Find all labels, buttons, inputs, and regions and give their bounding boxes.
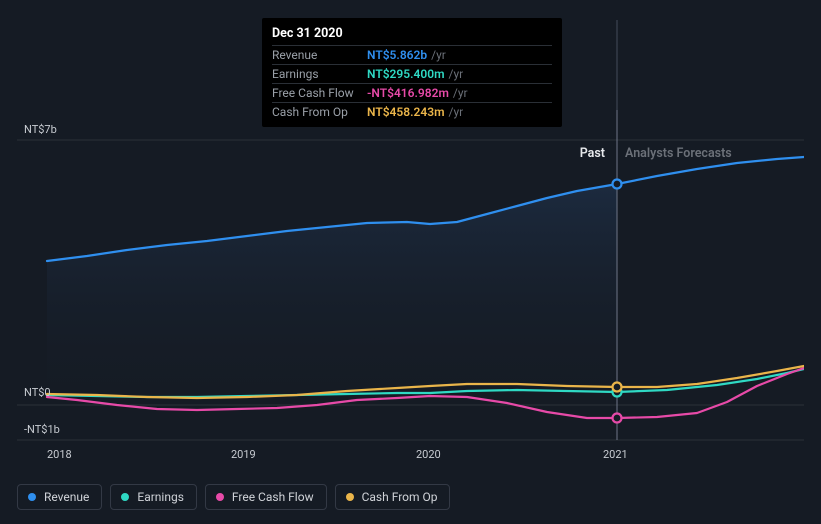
legend-label: Revenue <box>44 490 89 504</box>
legend-label: Free Cash Flow <box>232 490 314 504</box>
x-axis-label: 2018 <box>47 448 72 461</box>
legend-label: Cash From Op <box>362 490 438 504</box>
tooltip-metric-value: NT$458.243m <box>367 104 445 120</box>
tooltip-metric-label: Free Cash Flow <box>272 85 367 101</box>
legend-dot-icon <box>28 493 36 501</box>
forecast-section-label: Analysts Forecasts <box>625 146 732 161</box>
legend-label: Earnings <box>137 490 184 504</box>
tooltip-unit: /yr <box>449 104 464 120</box>
x-axis-label: 2020 <box>416 448 441 461</box>
tooltip-metric-label: Revenue <box>272 47 367 63</box>
tooltip-unit: /yr <box>449 66 464 82</box>
x-axis-label: 2019 <box>231 448 256 461</box>
tooltip-row: Free Cash Flow-NT$416.982m/yr <box>272 83 552 102</box>
y-axis-label: -NT$1b <box>24 423 60 436</box>
past-section-label: Past <box>580 146 605 161</box>
tooltip-row: Cash From OpNT$458.243m/yr <box>272 102 552 121</box>
tooltip-unit: /yr <box>453 85 468 101</box>
legend-item[interactable]: Cash From Op <box>335 484 451 510</box>
chart-tooltip: Dec 31 2020 RevenueNT$5.862b/yrEarningsN… <box>262 18 562 127</box>
legend-item[interactable]: Earnings <box>110 484 197 510</box>
tooltip-metric-label: Earnings <box>272 66 367 82</box>
x-axis-label: 2021 <box>603 448 628 461</box>
legend-dot-icon <box>346 493 354 501</box>
legend-item[interactable]: Free Cash Flow <box>205 484 327 510</box>
y-axis-label: NT$7b <box>24 123 57 136</box>
tooltip-row: EarningsNT$295.400m/yr <box>272 64 552 83</box>
tooltip-metric-value: NT$5.862b <box>367 47 427 63</box>
chart-legend: Revenue Earnings Free Cash Flow Cash From O… <box>17 484 450 510</box>
tooltip-metric-value: -NT$416.982m <box>367 85 449 101</box>
legend-item[interactable]: Revenue <box>17 484 102 510</box>
legend-dot-icon <box>121 493 129 501</box>
tooltip-metric-value: NT$295.400m <box>367 66 445 82</box>
tooltip-row: RevenueNT$5.862b/yr <box>272 45 552 64</box>
legend-dot-icon <box>216 493 224 501</box>
tooltip-unit: /yr <box>431 47 446 63</box>
y-axis-label: NT$0 <box>24 386 51 399</box>
tooltip-date: Dec 31 2020 <box>272 24 552 45</box>
tooltip-metric-label: Cash From Op <box>272 104 367 120</box>
